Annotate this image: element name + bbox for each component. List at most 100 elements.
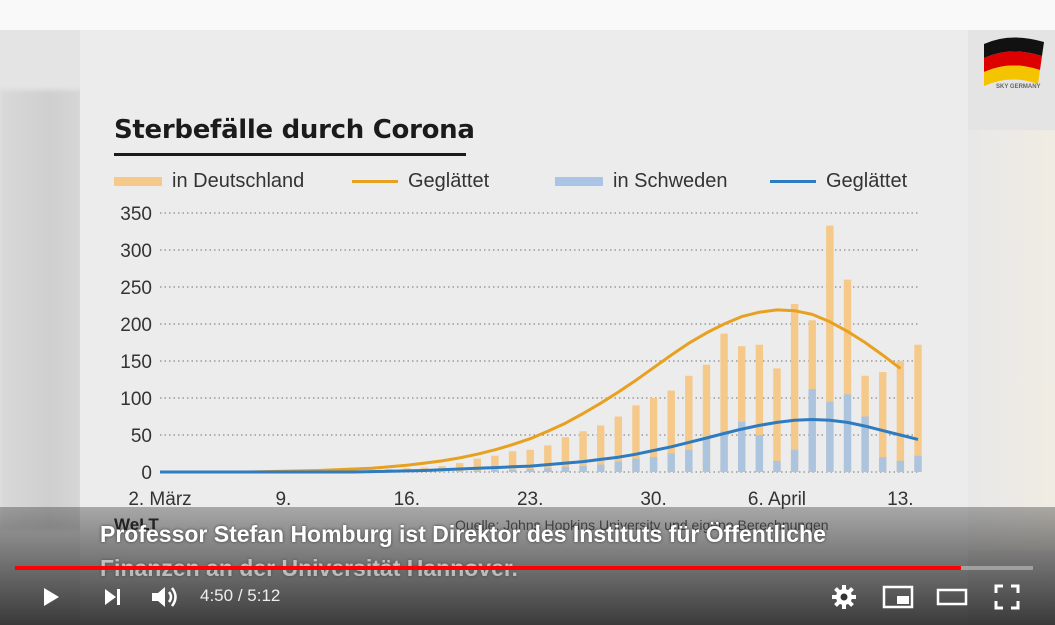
x-tick-label: 30. [640, 489, 666, 510]
y-tick-label: 350 [120, 204, 152, 225]
bar-sweden [596, 464, 605, 472]
bar-sweden [455, 471, 464, 472]
x-tick-label: 13. [887, 489, 913, 510]
y-tick-label: 300 [120, 241, 152, 262]
x-tick-label: 2. März [128, 489, 191, 510]
bar-sweden [720, 431, 728, 472]
skip-next-icon [105, 589, 120, 605]
bar-germany [614, 416, 623, 472]
y-tick-label: 150 [120, 352, 152, 373]
bar-sweden [649, 457, 658, 472]
play-icon [44, 588, 59, 606]
bar-sweden [914, 455, 922, 472]
bar-sweden [614, 461, 623, 472]
theater-mode-button[interactable] [934, 580, 970, 614]
background-blur-left [0, 90, 82, 530]
progress-bar-played[interactable] [15, 566, 961, 570]
x-tick-label: 9. [275, 489, 291, 510]
bar-germany [685, 375, 693, 472]
bar-sweden [632, 458, 640, 472]
bar-germany [879, 372, 887, 472]
bar-sweden [508, 469, 517, 472]
legend-line [352, 179, 398, 183]
bar-sweden [896, 460, 905, 472]
bar-sweden [808, 389, 816, 472]
bar-sweden [579, 466, 587, 472]
channel-badge: SKY GERMANY [996, 84, 1041, 90]
x-tick-label: 6. April [748, 489, 806, 510]
bar-germany [667, 390, 675, 472]
time-display: 4:50 / 5:12 [200, 586, 280, 606]
bar-germany [755, 344, 764, 472]
bar-germany [702, 364, 711, 472]
line-sweden-smoothed [160, 418, 919, 474]
bar-germany [491, 455, 499, 472]
bar-germany [561, 437, 570, 472]
chart-title: Sterbefälle durch Corona [114, 115, 475, 145]
y-tick-label: 100 [120, 389, 152, 410]
x-tick-label: 16. [394, 489, 420, 510]
legend-swatch [114, 176, 162, 186]
legend-item-sweden-smoothed: Geglättet [770, 168, 907, 194]
legend-label: in Schweden [613, 169, 728, 192]
bar-germany [544, 445, 552, 472]
line-germany-smoothed [160, 308, 902, 474]
bar-sweden [473, 470, 482, 472]
bar-sweden [685, 449, 693, 472]
bar-germany [526, 449, 534, 472]
volume-button[interactable] [146, 580, 182, 614]
settings-button[interactable] [828, 580, 860, 614]
video-caption-line1: Professor Stefan Homburg ist Direktor de… [100, 521, 826, 547]
y-tick-label: 250 [120, 278, 152, 299]
bar-sweden [702, 438, 711, 472]
bar-sweden [544, 468, 552, 472]
bar-sweden [861, 416, 869, 472]
bar-germany [790, 304, 799, 472]
y-tick-label: 50 [131, 426, 152, 447]
volume-icon [152, 587, 177, 607]
bar-germany [914, 344, 922, 472]
legend-item-germany: in Deutschland [114, 168, 304, 194]
theater-mode-icon [936, 588, 968, 606]
bar-germany [508, 451, 517, 472]
y-tick-label: 0 [141, 463, 152, 484]
fullscreen-icon [994, 584, 1020, 610]
bar-germany [649, 398, 658, 472]
legend-line [770, 179, 816, 183]
bar-germany [473, 458, 482, 472]
bar-sweden [561, 466, 570, 472]
legend-label: Geglättet [408, 169, 490, 192]
gear-icon [832, 585, 856, 609]
title-underline [114, 153, 466, 156]
bar-germany [843, 279, 852, 472]
fullscreen-button[interactable] [990, 580, 1024, 614]
bar-sweden [667, 453, 675, 472]
background-blur-right [968, 130, 1055, 550]
legend-swatch [555, 176, 603, 186]
bar-germany [579, 431, 587, 472]
bar-sweden [826, 401, 834, 472]
time-separator: / [233, 586, 248, 605]
bar-sweden [879, 457, 887, 472]
legend-item-germany-smoothed: Geglättet [352, 168, 489, 194]
bar-sweden [738, 421, 746, 472]
bar-sweden [773, 460, 781, 472]
bar-sweden [491, 469, 499, 472]
next-button[interactable] [96, 580, 128, 614]
y-tick-label: 200 [120, 315, 152, 336]
bar-germany [773, 368, 781, 472]
miniplayer-icon [882, 585, 914, 609]
legend-label: in Deutschland [172, 169, 305, 192]
bar-germany [720, 333, 728, 472]
bar-sweden [526, 469, 534, 472]
play-button[interactable] [32, 580, 68, 614]
time-total: 5:12 [247, 586, 281, 605]
time-current: 4:50 [200, 586, 234, 605]
bar-sweden [790, 449, 799, 472]
bar-germany [738, 346, 746, 472]
legend-item-sweden: in Schweden [555, 168, 728, 194]
germany-flag-icon [984, 37, 1044, 86]
legend-label: Geglättet [826, 169, 908, 192]
miniplayer-button[interactable] [880, 580, 916, 614]
